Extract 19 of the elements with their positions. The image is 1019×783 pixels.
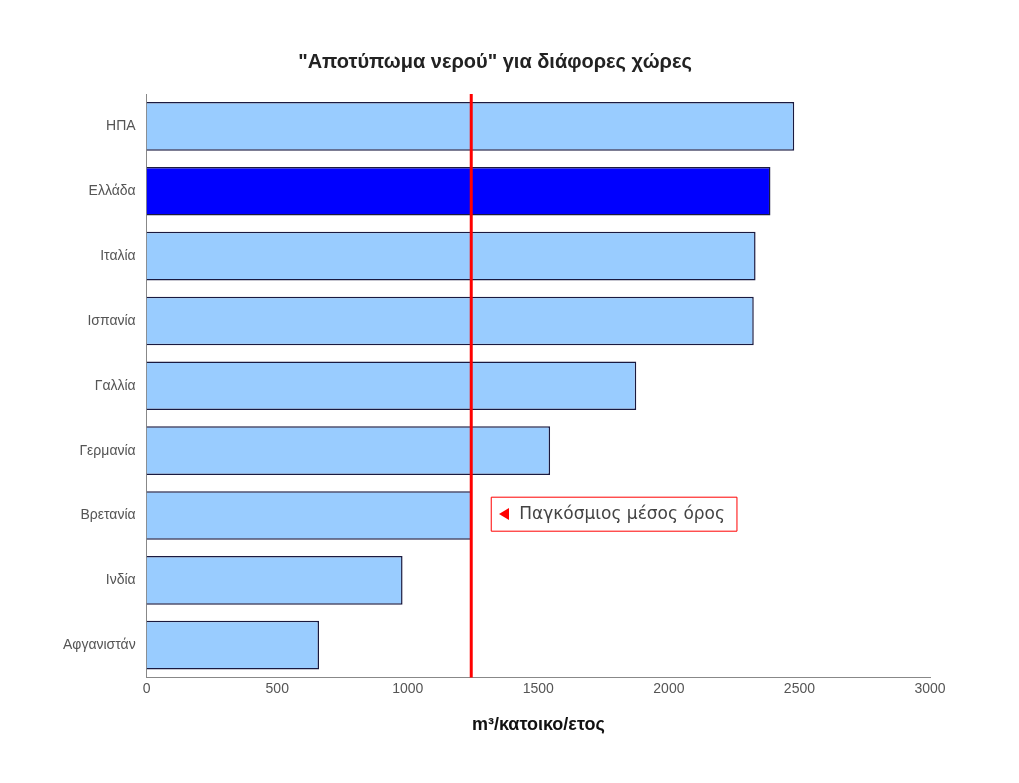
ref-line-label: Παγκόσμιος μέσος όρος <box>519 502 725 523</box>
y-tick-label: Ινδία <box>105 571 136 588</box>
y-tick-label: Βρετανία <box>80 506 136 523</box>
x-tick-label: 1500 <box>522 679 555 696</box>
x-tick-label: 1000 <box>392 679 424 696</box>
y-tick-label: Ελλάδα <box>88 182 136 199</box>
y-tick-label: Ιταλία <box>100 246 136 263</box>
x-tick-label: 500 <box>265 679 290 696</box>
x-tick-label: 0 <box>142 679 151 696</box>
x-tick-label: 2500 <box>783 679 816 696</box>
x-axis-title: m³/κατοικο/ετος <box>471 714 605 735</box>
y-tick-label: Ισπανία <box>87 311 136 328</box>
chart-title: "Αποτύπωμα νερού" για διάφορες χώρες <box>298 49 692 72</box>
x-tick-label: 3000 <box>914 679 946 696</box>
y-tick-label: Γερμανία <box>79 441 136 458</box>
y-tick-label: ΗΠΑ <box>106 117 137 134</box>
y-tick-label: Αφγανιστάν <box>63 636 136 653</box>
x-tick-label: 2000 <box>653 679 685 696</box>
y-tick-label: Γαλλία <box>94 376 136 393</box>
